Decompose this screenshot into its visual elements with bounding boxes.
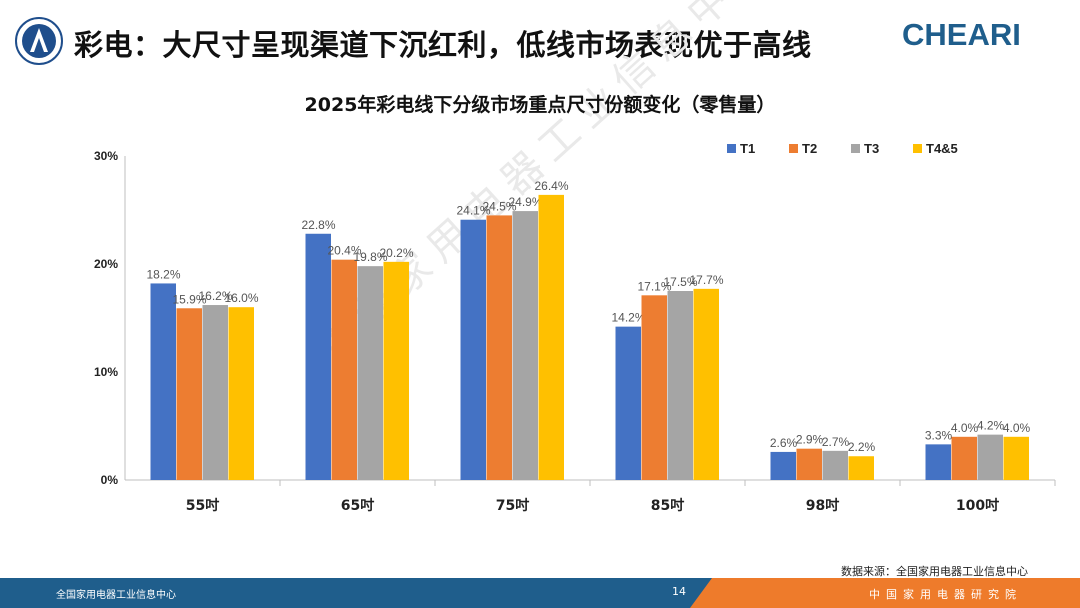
bar-T3-5 xyxy=(977,434,1003,480)
bar-T3-0 xyxy=(202,305,228,480)
bar-T4and5-5 xyxy=(1003,436,1029,480)
y-tick-label: 20% xyxy=(94,257,118,271)
data-label: 20.2% xyxy=(379,246,413,260)
x-category-label: 55吋 xyxy=(186,498,219,514)
footer-bar xyxy=(0,578,1080,608)
bar-T4and5-2 xyxy=(538,194,564,480)
bar-T1-1 xyxy=(305,233,331,480)
data-label: 20.4% xyxy=(327,244,361,258)
x-category-label: 85吋 xyxy=(651,498,684,514)
data-label: 16.0% xyxy=(224,291,258,305)
bar-T3-2 xyxy=(512,211,538,480)
bar-T4and5-3 xyxy=(693,288,719,480)
bar-T2-5 xyxy=(951,436,977,480)
bar-T2-0 xyxy=(176,308,202,480)
x-category-label: 65吋 xyxy=(341,498,374,514)
x-category-label: 100吋 xyxy=(956,498,999,514)
source-note: 数据来源：全国家用电器工业信息中心 xyxy=(841,565,1028,578)
data-label: 3.3% xyxy=(925,428,953,442)
data-label: 15.9% xyxy=(172,292,206,306)
y-tick-label: 10% xyxy=(94,365,118,379)
legend-swatch-T3 xyxy=(851,144,860,153)
legend-label: T4&5 xyxy=(926,141,958,156)
data-label: 24.1% xyxy=(456,204,490,218)
data-label: 2.9% xyxy=(796,433,824,447)
bar-T2-3 xyxy=(641,295,667,480)
bar-T1-5 xyxy=(925,444,951,480)
data-label: 4.0% xyxy=(1003,421,1031,435)
data-label: 2.6% xyxy=(770,436,798,450)
y-tick-label: 0% xyxy=(101,473,119,487)
bar-T3-4 xyxy=(822,450,848,480)
data-label: 18.2% xyxy=(146,267,180,281)
bar-T3-1 xyxy=(357,266,383,480)
footer-org: 全国家用电器工业信息中心 xyxy=(56,590,176,601)
page-number: 14 xyxy=(672,585,686,598)
data-label: 17.7% xyxy=(689,273,723,287)
bar-T2-1 xyxy=(331,259,357,480)
data-label: 14.2% xyxy=(611,311,645,325)
cheari-logo: CHEARI xyxy=(902,18,1021,52)
data-label: 17.1% xyxy=(637,279,671,293)
data-label: 19.8% xyxy=(353,250,387,264)
bar-T2-2 xyxy=(486,215,512,480)
x-category-label: 75吋 xyxy=(496,498,529,514)
footer-institute: 中国家用电器研究院 xyxy=(869,588,1022,601)
legend-swatch-T1 xyxy=(727,144,736,153)
legend-swatch-T4and5 xyxy=(913,144,922,153)
data-label: 4.2% xyxy=(977,419,1005,433)
page-title: 彩电：大尺寸呈现渠道下沉红利，低线市场表现优于高线 xyxy=(74,28,812,62)
x-category-label: 98吋 xyxy=(806,498,839,514)
legend-label: T1 xyxy=(740,141,755,156)
bar-T1-4 xyxy=(770,451,796,480)
legend-label: T3 xyxy=(864,141,879,156)
bar-T1-0 xyxy=(150,283,176,480)
data-label: 2.2% xyxy=(848,440,876,454)
institute-logo xyxy=(15,17,63,65)
bar-T3-3 xyxy=(667,291,693,480)
bar-T4and5-4 xyxy=(848,456,874,480)
y-tick-label: 30% xyxy=(94,149,118,163)
legend-label: T2 xyxy=(802,141,817,156)
bar-T1-2 xyxy=(460,219,486,480)
brand-text: CHEARI xyxy=(902,18,1021,52)
chart-title: 2025年彩电线下分级市场重点尺寸份额变化（零售量） xyxy=(304,94,776,116)
data-label: 24.5% xyxy=(482,199,516,213)
bar-T2-4 xyxy=(796,448,822,480)
data-label: 17.5% xyxy=(663,275,697,289)
bar-T4and5-1 xyxy=(383,261,409,480)
data-label: 16.2% xyxy=(198,289,232,303)
bar-T4and5-0 xyxy=(228,307,254,480)
data-label: 22.8% xyxy=(301,218,335,232)
data-label: 2.7% xyxy=(822,435,850,449)
legend-swatch-T2 xyxy=(789,144,798,153)
data-label: 26.4% xyxy=(534,179,568,193)
bar-T1-3 xyxy=(615,326,641,480)
data-label: 4.0% xyxy=(951,421,979,435)
data-label: 24.9% xyxy=(508,195,542,209)
